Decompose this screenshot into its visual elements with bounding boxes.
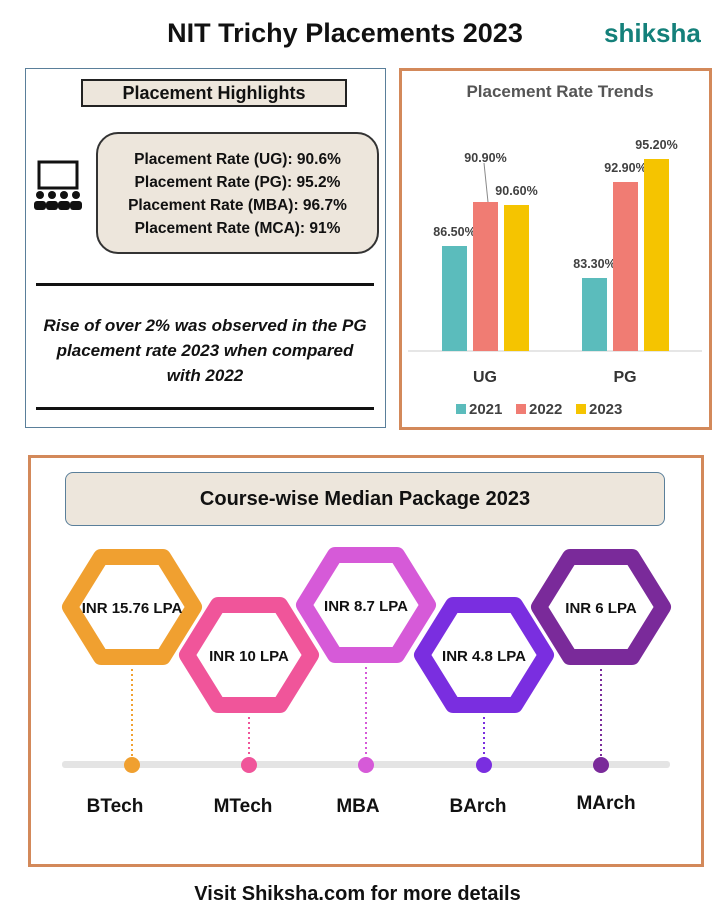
timeline-dot bbox=[358, 757, 374, 773]
shiksha-logo: shiksha bbox=[604, 18, 701, 48]
legend-label: 2023 bbox=[589, 401, 622, 418]
bar-UG-2021 bbox=[442, 246, 467, 351]
bar-UG-2023 bbox=[504, 205, 529, 351]
legend-swatch-2022 bbox=[516, 404, 526, 414]
category-label: UG bbox=[473, 369, 497, 386]
rate-ug: Placement Rate (UG): 90.6% bbox=[134, 151, 341, 168]
course-label-MBA: MBA bbox=[336, 796, 380, 817]
data-label: 90.90% bbox=[464, 151, 506, 165]
package-value: INR 15.76 LPA bbox=[82, 600, 183, 617]
timeline-dot bbox=[241, 757, 257, 773]
data-label: 86.50% bbox=[433, 225, 475, 239]
chart-panel bbox=[399, 68, 712, 430]
course-label-MArch: MArch bbox=[576, 793, 636, 814]
course-label-MTech: MTech bbox=[213, 796, 273, 817]
bar-PG-2023 bbox=[644, 159, 669, 351]
audience-presentation-icon bbox=[34, 160, 82, 210]
rate-mba: Placement Rate (MBA): 96.7% bbox=[128, 197, 347, 214]
hexagon-BArch bbox=[414, 597, 554, 713]
course-label-BArch: BArch bbox=[449, 796, 507, 817]
hexagon-MBA bbox=[296, 547, 436, 663]
hexagon-MTech bbox=[179, 597, 319, 713]
hexagon-MArch bbox=[531, 549, 671, 665]
median-timeline: INR 15.76 LPA INR 10 LPA INR 8.7 LPA INR 4.… bbox=[62, 547, 671, 773]
timeline-dot bbox=[476, 757, 492, 773]
timeline-dot bbox=[593, 757, 609, 773]
footer-text: Visit Shiksha.com for more details bbox=[194, 883, 521, 905]
highlight-note: Rise of over 2% was observed in the PG p… bbox=[43, 316, 367, 385]
divider bbox=[36, 407, 374, 410]
median-panel bbox=[28, 455, 704, 867]
leader-line bbox=[483, 162, 489, 203]
divider bbox=[36, 283, 374, 286]
legend-swatch-2021 bbox=[456, 404, 466, 414]
bar-UG-2022 bbox=[473, 202, 498, 351]
median-heading: Course-wise Median Package 2023 bbox=[65, 472, 665, 526]
package-value: INR 4.8 LPA bbox=[442, 648, 526, 665]
page-title: NIT Trichy Placements 2023 bbox=[167, 18, 523, 48]
course-label-BTech: BTech bbox=[86, 796, 144, 817]
rate-pg: Placement Rate (PG): 95.2% bbox=[134, 174, 341, 191]
timeline-dot bbox=[124, 757, 140, 773]
chart-title: Placement Rate Trends bbox=[466, 82, 653, 101]
rate-mca: Placement Rate (MCA): 91% bbox=[134, 220, 341, 237]
placement-rate-chart: Placement Rate Trends 86.50% 90.90% 90.60%… bbox=[408, 82, 702, 418]
package-value: INR 6 LPA bbox=[565, 600, 637, 617]
placement-rates-card: Placement Rate (UG): 90.6% Placement Rat… bbox=[96, 132, 379, 254]
highlights-panel bbox=[25, 68, 386, 428]
legend-label: 2021 bbox=[469, 401, 502, 418]
legend-swatch-2023 bbox=[576, 404, 586, 414]
data-label: 92.90% bbox=[604, 161, 646, 175]
package-value: INR 8.7 LPA bbox=[324, 598, 408, 615]
hexagon-BTech bbox=[62, 549, 202, 665]
bar-PG-2022 bbox=[613, 182, 638, 351]
package-value: INR 10 LPA bbox=[209, 648, 289, 665]
data-label: 83.30% bbox=[573, 257, 615, 271]
data-label: 95.20% bbox=[635, 138, 677, 152]
category-label: PG bbox=[613, 369, 636, 386]
bar-PG-2021 bbox=[582, 278, 607, 351]
highlights-heading: Placement Highlights bbox=[81, 79, 347, 107]
legend-label: 2022 bbox=[529, 401, 562, 418]
data-label: 90.60% bbox=[495, 184, 537, 198]
